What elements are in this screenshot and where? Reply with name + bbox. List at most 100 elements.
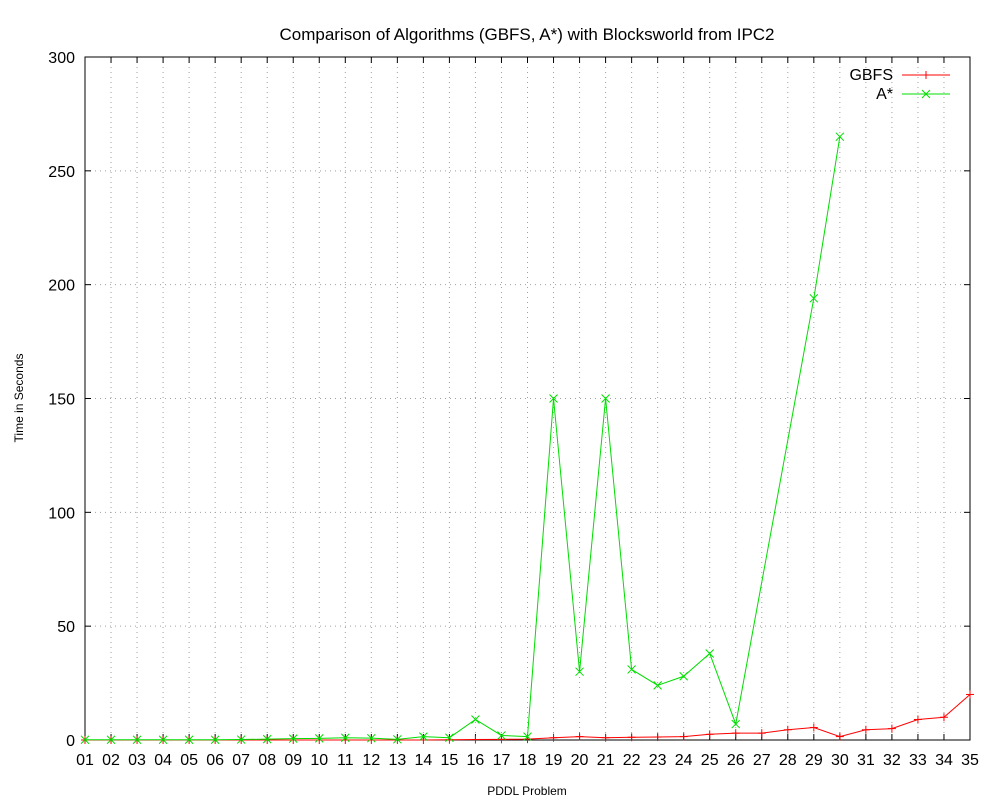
marker-stroke xyxy=(575,667,584,677)
data-point-a xyxy=(158,735,168,745)
data-point-a xyxy=(106,735,116,745)
x-tick-label: 28 xyxy=(779,752,797,769)
data-point-a xyxy=(497,731,506,740)
x-tick-label: 24 xyxy=(675,752,693,769)
marker-stroke xyxy=(366,733,376,743)
data-point-a xyxy=(392,734,402,744)
x-tick-label: 04 xyxy=(154,752,172,769)
data-point-a xyxy=(653,681,663,690)
x-tick-label: 23 xyxy=(649,752,667,769)
legend-label: GBFS xyxy=(849,67,893,84)
y-axis-ticks: 0 50 100 150 200 250 300 xyxy=(48,50,970,750)
marker-stroke xyxy=(921,89,931,99)
y-tick-label: 150 xyxy=(48,392,75,409)
data-point-gbfs xyxy=(783,725,792,734)
legend-label: A* xyxy=(876,86,893,103)
x-tick-label: 26 xyxy=(727,752,745,769)
y-tick-label: 0 xyxy=(66,733,75,750)
x-axis-ticks: 01 02 03 04 05 06 07 08 09 10 11 12 13 14 15 16 17 18 19 20… xyxy=(76,57,979,769)
data-point-gbfs xyxy=(966,690,974,699)
y-tick-label: 200 xyxy=(48,278,75,295)
data-point-gbfs xyxy=(757,729,766,738)
x-tick-label: 11 xyxy=(337,752,354,769)
x-tick-label: 06 xyxy=(206,752,224,769)
data-point-a xyxy=(809,293,819,303)
data-point-a xyxy=(627,665,636,674)
marker-stroke xyxy=(184,735,194,745)
data-point-gbfs xyxy=(471,735,480,744)
data-point-gbfs xyxy=(367,736,376,744)
data-point-a xyxy=(262,734,272,744)
data-point-a xyxy=(549,394,558,403)
x-tick-label: 12 xyxy=(362,752,380,769)
marker-stroke xyxy=(497,731,506,740)
data-point-a xyxy=(601,394,610,403)
data-point-a xyxy=(210,735,220,745)
x-tick-label: 18 xyxy=(519,752,537,769)
marker-stroke xyxy=(835,132,845,142)
data-point-gbfs xyxy=(627,733,636,742)
chart-title: Comparison of Algorithms (GBFS, A*) with… xyxy=(279,25,774,44)
data-point-gbfs xyxy=(445,735,454,744)
marker-stroke xyxy=(132,735,142,745)
legend: GBFS A* xyxy=(849,67,950,103)
y-tick-label: 300 xyxy=(48,50,75,67)
x-tick-label: 07 xyxy=(232,752,250,769)
marker-stroke xyxy=(106,735,116,745)
marker-stroke xyxy=(236,735,246,744)
data-point-a xyxy=(705,649,715,658)
legend-marker-gbfs xyxy=(922,71,930,79)
data-point-a xyxy=(575,667,584,677)
data-point-gbfs xyxy=(705,730,714,739)
x-tick-label: 01 xyxy=(76,752,94,769)
data-point-a xyxy=(314,734,324,743)
legend-item-a: A* xyxy=(876,86,950,103)
x-tick-label: 27 xyxy=(753,752,771,769)
marker-stroke xyxy=(419,732,428,741)
x-tick-label: 17 xyxy=(493,752,511,769)
data-point-a xyxy=(471,715,480,724)
x-tick-label: 20 xyxy=(571,752,589,769)
marker-stroke xyxy=(549,394,558,403)
marker-stroke xyxy=(210,735,220,745)
data-point-a xyxy=(679,671,689,681)
x-tick-label: 29 xyxy=(805,752,823,769)
x-tick-label: 32 xyxy=(883,752,901,769)
data-point-gbfs xyxy=(653,733,662,742)
x-tick-label: 22 xyxy=(623,752,641,769)
marker-stroke xyxy=(158,735,168,745)
data-point-a xyxy=(184,735,194,745)
marker-stroke xyxy=(679,671,689,681)
x-tick-label: 05 xyxy=(180,752,198,769)
x-tick-label: 13 xyxy=(388,752,406,769)
y-tick-label: 100 xyxy=(48,505,75,522)
data-point-gbfs xyxy=(731,729,740,738)
marker-stroke xyxy=(601,394,610,403)
data-point-gbfs xyxy=(809,723,818,732)
y-axis-label: Time in Seconds xyxy=(12,354,26,443)
data-point-gbfs xyxy=(419,736,428,744)
data-point-a xyxy=(366,733,376,743)
data-point-gbfs xyxy=(549,733,558,742)
marker-stroke xyxy=(731,719,741,729)
marker-stroke xyxy=(627,665,636,674)
marker-stroke xyxy=(392,734,402,744)
x-tick-label: 14 xyxy=(414,752,432,769)
data-point-a xyxy=(80,735,90,745)
x-tick-label: 19 xyxy=(545,752,563,769)
marker-stroke xyxy=(262,734,272,744)
data-point-gbfs xyxy=(939,713,948,722)
data-point-a xyxy=(340,733,350,743)
data-point-gbfs xyxy=(887,724,896,733)
x-tick-label: 16 xyxy=(467,752,485,769)
marker-stroke xyxy=(80,735,90,745)
x-tick-label: 31 xyxy=(857,752,875,769)
data-point-a xyxy=(419,732,428,741)
data-point-gbfs xyxy=(679,732,688,741)
data-point-gbfs xyxy=(913,715,922,724)
marker-stroke xyxy=(705,649,715,658)
marker-stroke xyxy=(809,293,819,303)
x-tick-label: 02 xyxy=(102,752,120,769)
marker-stroke xyxy=(653,681,663,690)
